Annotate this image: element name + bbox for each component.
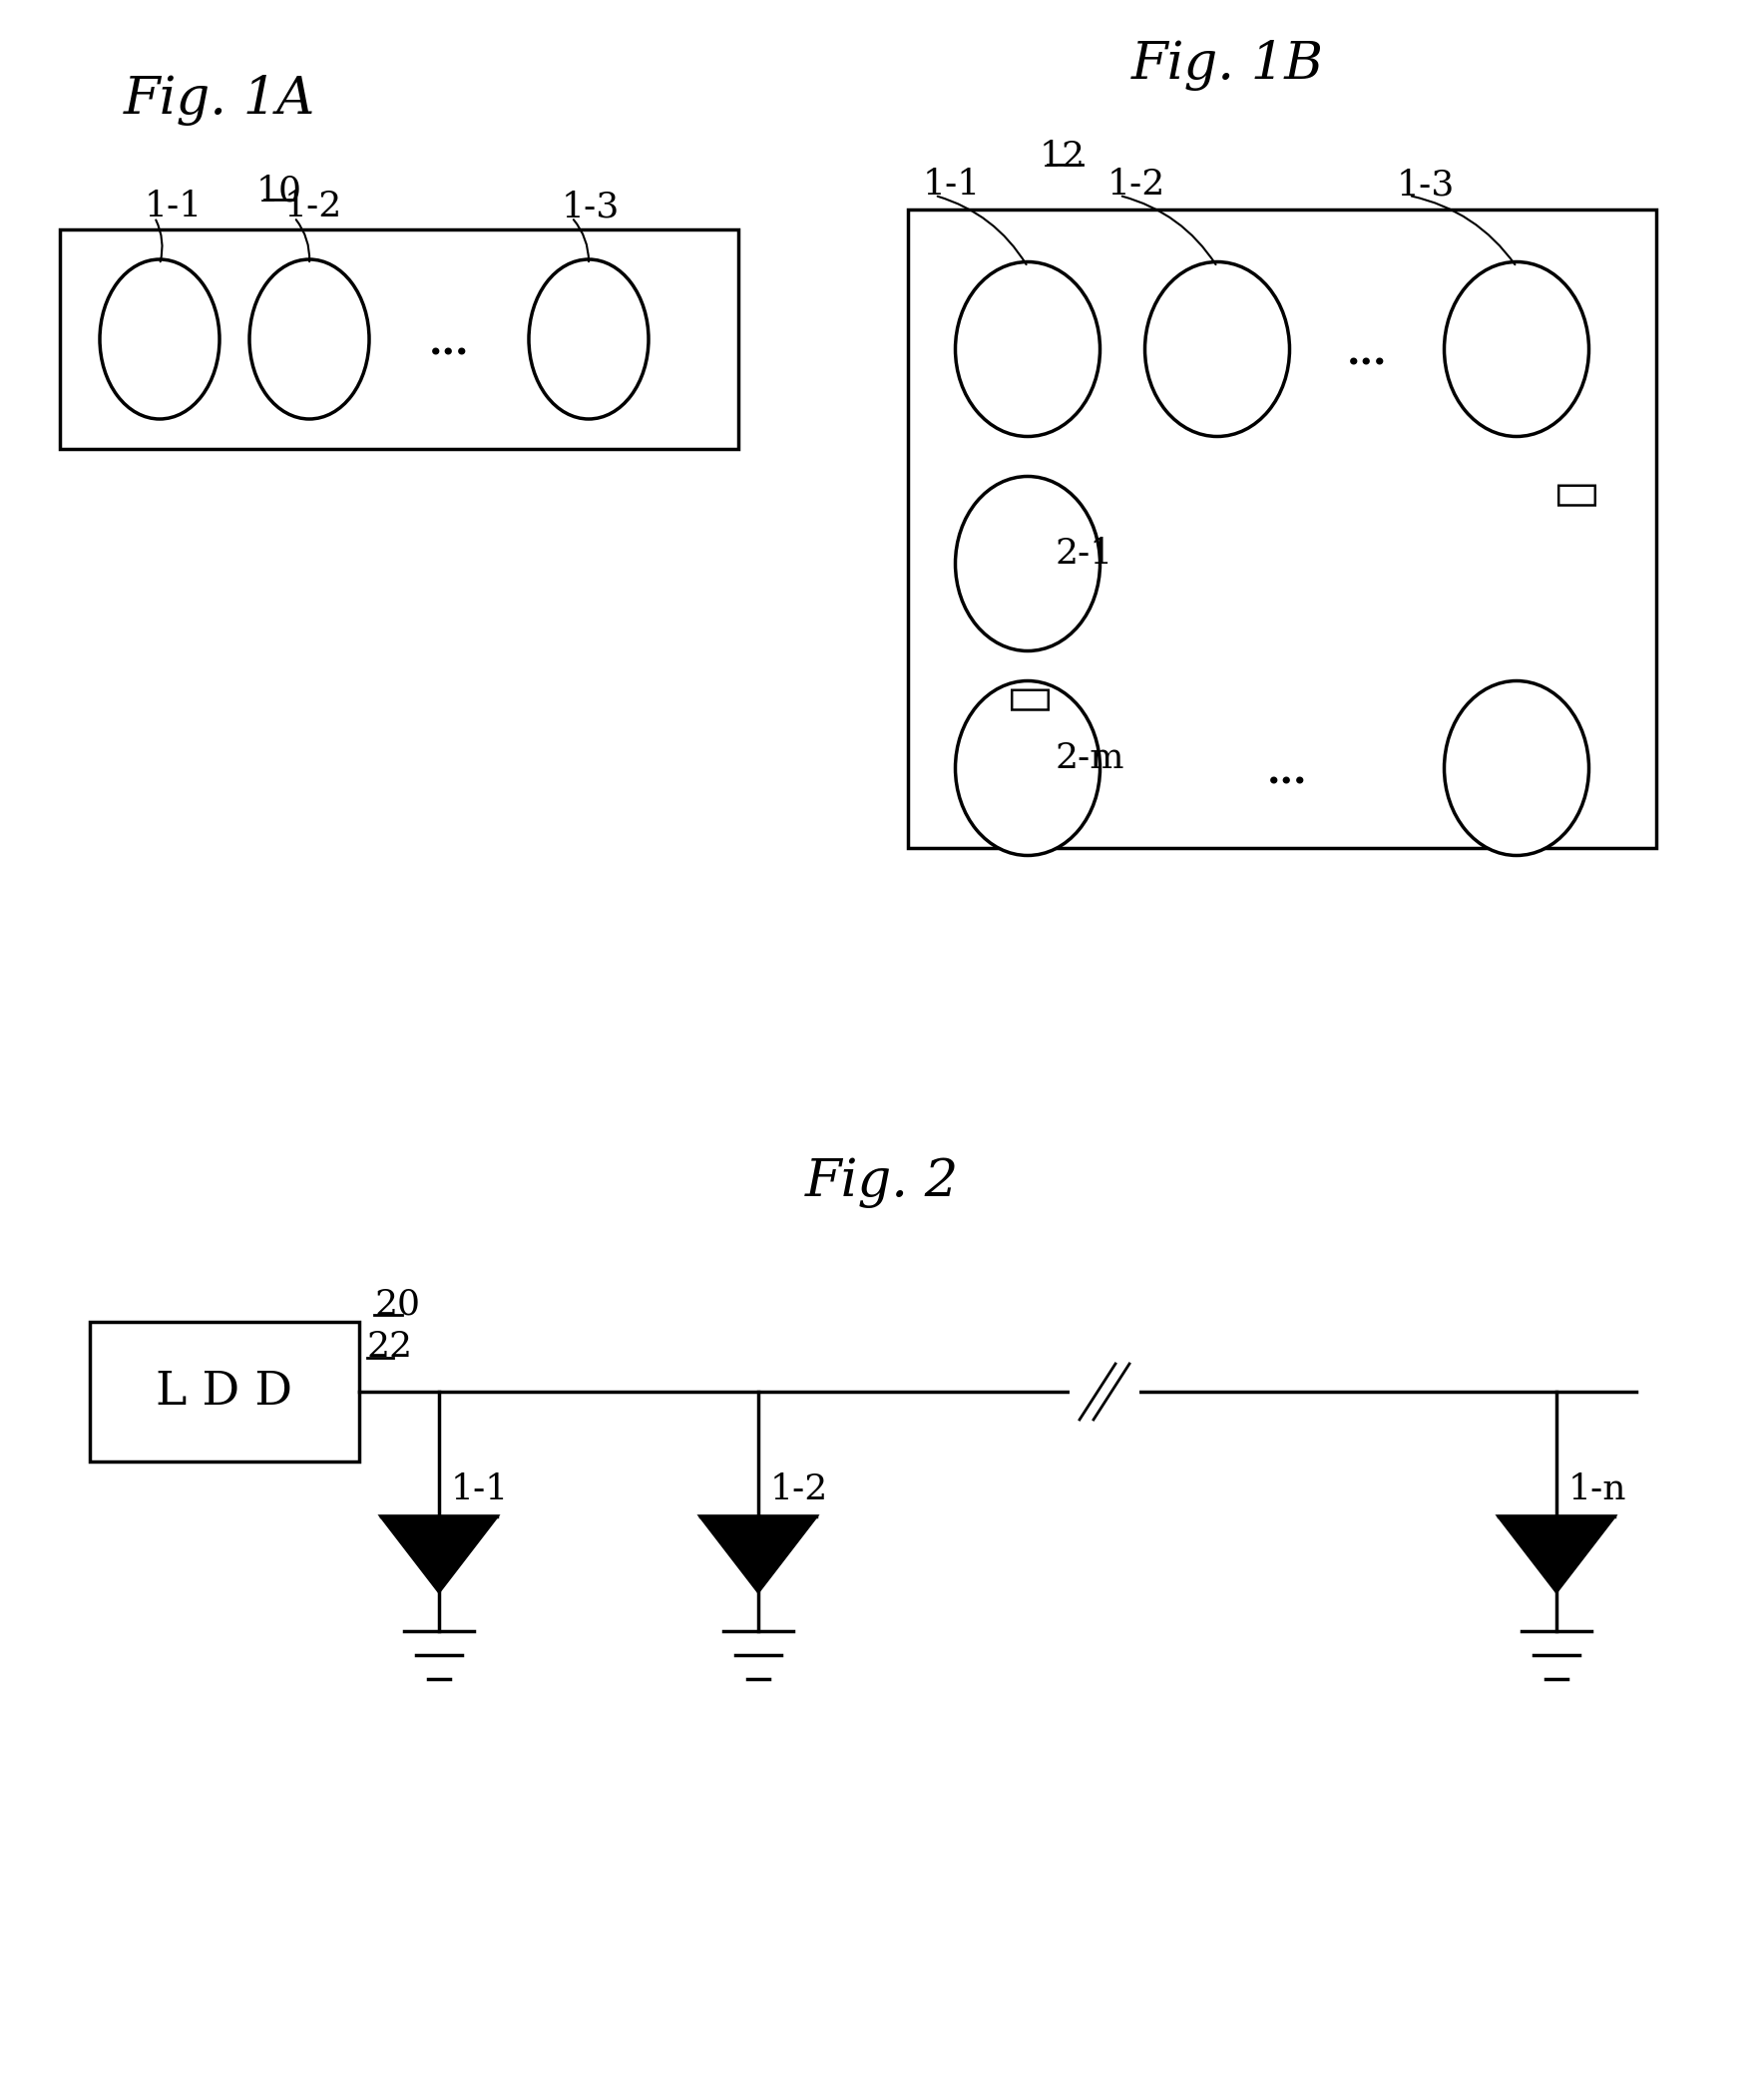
Text: ...: ...	[1267, 754, 1307, 792]
Text: ⋯: ⋯	[1552, 480, 1596, 505]
Text: 1-2: 1-2	[1108, 168, 1166, 201]
Polygon shape	[1499, 1516, 1614, 1591]
Text: 12: 12	[1039, 140, 1085, 174]
Bar	[90, 1321, 360, 1462]
Text: Fig. 1A: Fig. 1A	[123, 75, 316, 126]
Ellipse shape	[1445, 262, 1589, 436]
Text: 1-1: 1-1	[923, 168, 981, 201]
Ellipse shape	[529, 260, 649, 419]
Text: 2-1: 2-1	[1055, 536, 1113, 572]
Text: 10: 10	[256, 174, 302, 209]
Text: ...: ...	[429, 325, 469, 362]
Text: 1-1: 1-1	[145, 191, 203, 224]
Text: 1-3: 1-3	[1397, 168, 1455, 201]
Text: 20: 20	[374, 1288, 420, 1321]
Text: ...: ...	[1346, 335, 1387, 373]
Ellipse shape	[956, 262, 1101, 436]
Text: 1-3: 1-3	[561, 191, 619, 224]
Text: 2-m: 2-m	[1055, 741, 1125, 775]
Ellipse shape	[101, 260, 219, 419]
Ellipse shape	[1145, 262, 1289, 436]
Ellipse shape	[249, 260, 369, 419]
Ellipse shape	[1445, 681, 1589, 856]
Text: 1-2: 1-2	[771, 1472, 829, 1506]
Text: 1-1: 1-1	[452, 1472, 510, 1506]
Bar	[60, 230, 739, 448]
Text: 1-2: 1-2	[284, 191, 342, 224]
Text: ⋯: ⋯	[1005, 683, 1050, 710]
Text: Fig. 2: Fig. 2	[804, 1158, 960, 1208]
Ellipse shape	[956, 475, 1101, 651]
Text: Fig. 1B: Fig. 1B	[1131, 40, 1323, 90]
Text: L D D: L D D	[155, 1369, 293, 1413]
Text: 1-n: 1-n	[1568, 1472, 1626, 1506]
Bar	[908, 209, 1656, 848]
Text: 22: 22	[367, 1330, 413, 1363]
Ellipse shape	[956, 681, 1101, 856]
Polygon shape	[700, 1516, 817, 1591]
Polygon shape	[381, 1516, 497, 1591]
